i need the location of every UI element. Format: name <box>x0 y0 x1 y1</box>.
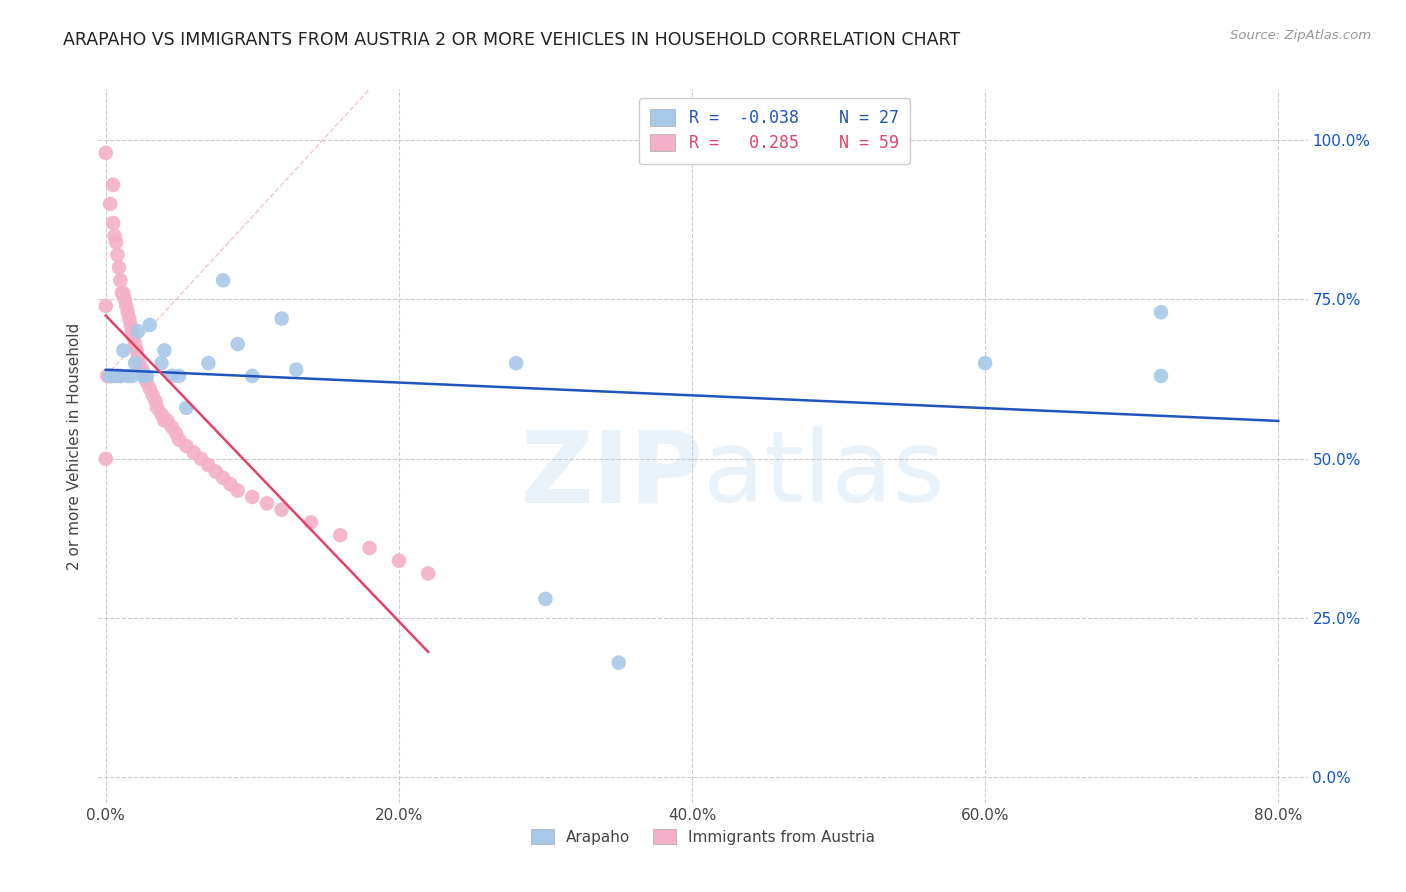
Point <box>100 368 122 383</box>
Point <box>160 368 183 383</box>
Point <box>107 368 129 383</box>
Point <box>197 356 219 370</box>
Point <box>101 368 124 383</box>
Point <box>219 477 242 491</box>
Point <box>94 299 117 313</box>
Point <box>121 368 143 383</box>
Point <box>96 368 118 383</box>
Point <box>156 413 179 427</box>
Point <box>128 356 150 370</box>
Point <box>127 324 149 338</box>
Point <box>107 368 129 383</box>
Point <box>534 591 557 606</box>
Point <box>146 401 169 415</box>
Point <box>359 541 381 555</box>
Point <box>131 368 153 383</box>
Point <box>121 324 143 338</box>
Text: Source: ZipAtlas.com: Source: ZipAtlas.com <box>1230 29 1371 42</box>
Point <box>107 248 129 262</box>
Point <box>135 368 157 383</box>
Point <box>115 299 138 313</box>
Point <box>329 528 352 542</box>
Point <box>134 368 156 383</box>
Point <box>112 286 135 301</box>
Point <box>285 362 308 376</box>
Text: atlas: atlas <box>703 426 945 523</box>
Legend: Arapaho, Immigrants from Austria: Arapaho, Immigrants from Austria <box>523 821 883 852</box>
Point <box>240 368 263 383</box>
Y-axis label: 2 or more Vehicles in Household: 2 or more Vehicles in Household <box>67 322 83 570</box>
Point <box>226 337 249 351</box>
Point <box>212 273 235 287</box>
Text: ZIP: ZIP <box>520 426 703 523</box>
Point <box>160 420 183 434</box>
Point <box>167 368 190 383</box>
Point <box>110 368 132 383</box>
Point <box>150 356 173 370</box>
Text: ARAPAHO VS IMMIGRANTS FROM AUSTRIA 2 OR MORE VEHICLES IN HOUSEHOLD CORRELATION C: ARAPAHO VS IMMIGRANTS FROM AUSTRIA 2 OR … <box>63 31 960 49</box>
Point <box>108 260 131 275</box>
Point <box>270 311 292 326</box>
Point <box>1150 368 1173 383</box>
Point <box>114 293 136 307</box>
Point <box>98 197 121 211</box>
Point <box>150 407 173 421</box>
Point <box>145 394 167 409</box>
Point <box>176 401 198 415</box>
Point <box>165 426 187 441</box>
Point <box>103 228 125 243</box>
Point <box>176 439 198 453</box>
Point <box>124 356 146 370</box>
Point <box>120 318 142 332</box>
Point <box>270 502 292 516</box>
Point <box>197 458 219 472</box>
Point <box>418 566 440 581</box>
Point <box>118 311 141 326</box>
Point <box>94 145 117 160</box>
Point <box>135 376 157 390</box>
Point <box>299 516 322 530</box>
Point <box>505 356 527 370</box>
Point <box>183 445 205 459</box>
Point <box>974 356 997 370</box>
Point <box>388 554 411 568</box>
Point <box>112 343 135 358</box>
Point <box>110 273 132 287</box>
Point <box>138 318 160 332</box>
Point <box>94 451 117 466</box>
Point <box>153 343 176 358</box>
Point <box>226 483 249 498</box>
Point <box>122 331 145 345</box>
Point <box>97 368 120 383</box>
Point <box>117 305 139 319</box>
Point <box>98 368 121 383</box>
Point <box>256 496 278 510</box>
Point <box>98 368 121 383</box>
Point <box>125 343 148 358</box>
Point <box>105 235 128 249</box>
Point <box>204 465 226 479</box>
Point <box>111 286 134 301</box>
Point <box>127 350 149 364</box>
Point <box>101 178 124 192</box>
Point <box>117 368 139 383</box>
Point <box>101 216 124 230</box>
Point <box>1150 305 1173 319</box>
Point <box>212 471 235 485</box>
Point <box>142 388 165 402</box>
Point <box>153 413 176 427</box>
Point <box>124 337 146 351</box>
Point <box>110 368 132 383</box>
Point <box>190 451 212 466</box>
Point <box>607 656 630 670</box>
Point <box>167 433 190 447</box>
Point <box>240 490 263 504</box>
Point <box>138 382 160 396</box>
Point <box>131 362 153 376</box>
